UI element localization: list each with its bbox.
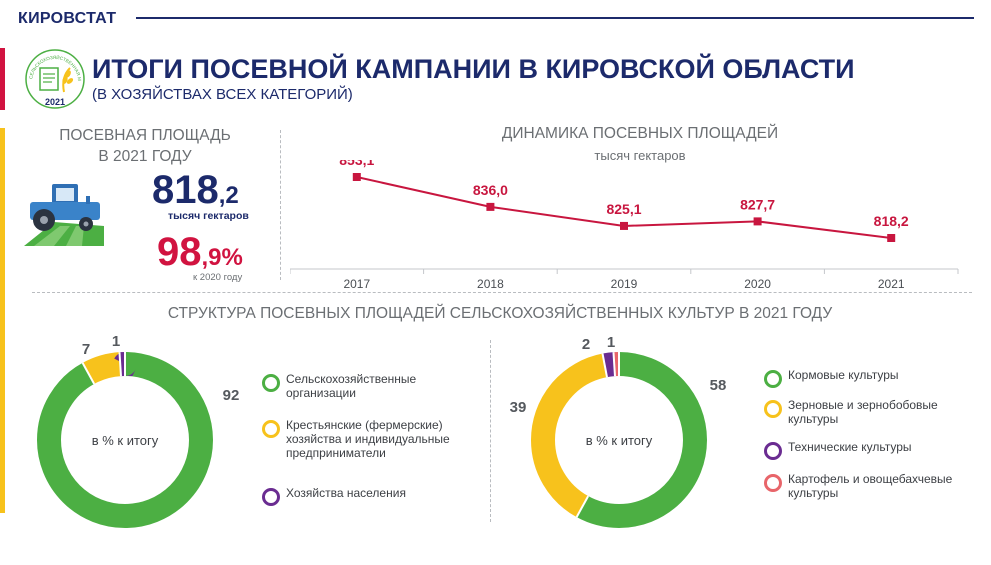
data-point bbox=[620, 221, 628, 230]
page-subtitle: (В ХОЗЯЙСТВАХ ВСЕХ КАТЕГОРИЙ) bbox=[92, 86, 353, 103]
legend-farm-categories: Сельскохозяйственные организации Крестьянс… bbox=[262, 370, 487, 520]
legend-label-line: хозяйства и индивидуальные bbox=[286, 432, 450, 446]
tractor-icon bbox=[24, 184, 104, 246]
slice-value-label: 1 bbox=[607, 334, 615, 351]
area-unit: тысяч гектаров bbox=[168, 210, 249, 222]
slice-separator bbox=[612, 352, 616, 377]
line-chart-subtitle: тысяч гектаров bbox=[594, 148, 686, 163]
legend-label-line: Технические культуры bbox=[788, 440, 912, 454]
x-tick-label: 2017 bbox=[343, 277, 370, 290]
area-percent-int: 98 bbox=[157, 230, 202, 274]
legend-label: Крестьянские (фермерские) хозяйства и инд… bbox=[286, 418, 450, 460]
logo-document bbox=[39, 67, 59, 91]
legend-crops: Кормовые культуры Зерновые и зернобобовые… bbox=[764, 366, 984, 516]
area-percent: 98,9% bbox=[157, 230, 243, 280]
line-chart-title: ДИНАМИКА ПОСЕВНЫХ ПЛОЩАДЕЙ bbox=[501, 125, 779, 142]
legend-label: Картофель и овощебахчевые культуры bbox=[788, 472, 952, 500]
area-percent-frac: ,9% bbox=[201, 244, 243, 271]
legend-marker bbox=[262, 420, 280, 438]
legend-marker bbox=[262, 488, 280, 506]
area-value-int: 818 bbox=[152, 168, 219, 212]
donut-slice bbox=[531, 352, 707, 528]
section-divider-vertical bbox=[280, 130, 281, 280]
legend-label-line: Кормовые культуры bbox=[788, 368, 899, 382]
legend-label: Технические культуры bbox=[788, 440, 912, 454]
data-label: 836,0 bbox=[473, 182, 508, 198]
x-tick-label: 2020 bbox=[744, 277, 771, 290]
data-label: 825,1 bbox=[606, 201, 641, 217]
legend-label: Сельскохозяйственные организации bbox=[286, 372, 416, 400]
legend-label-line: Зерновые и зернобобовые bbox=[788, 398, 938, 412]
slice-value-label: 2 bbox=[582, 336, 590, 353]
section-divider-horizontal bbox=[32, 292, 972, 293]
legend-label-line: Крестьянские (фермерские) bbox=[286, 418, 443, 432]
legend-label-line: Сельскохозяйственные bbox=[286, 372, 417, 386]
donut-center-label: в % к итогу bbox=[92, 433, 159, 448]
data-point bbox=[352, 173, 361, 181]
legend-label: Хозяйства населения bbox=[286, 486, 406, 500]
slice-separator bbox=[81, 362, 96, 385]
census-logo: СЕЛЬСКОХОЗЯЙСТВЕННАЯ МИКРОПЕРЕПИСЬ 2021 bbox=[24, 48, 85, 109]
line-chart: 853,1 2017 836,0 2018 825,1 2019 827,7 2020 818,… bbox=[290, 160, 959, 290]
slice-value-label: 7 bbox=[82, 341, 90, 358]
area-value: 818,2 bbox=[152, 168, 239, 218]
data-point bbox=[887, 234, 896, 242]
page-title: ИТОГИ ПОСЕВНОЙ КАМПАНИИ В КИРОВСКОЙ ОБЛА… bbox=[92, 54, 855, 84]
area-title-line1: ПОСЕВНАЯ ПЛОЩАДЬ bbox=[59, 127, 231, 144]
slice-value-label: 58 bbox=[710, 377, 727, 394]
legend-marker bbox=[262, 374, 280, 392]
x-tick-label: 2018 bbox=[477, 277, 504, 290]
legend-label-line: Картофель и овощебахчевые bbox=[788, 472, 953, 486]
area-title-line2: В 2021 ГОДУ bbox=[98, 148, 192, 165]
data-label: 818,2 bbox=[874, 213, 909, 229]
donut-divider bbox=[490, 340, 491, 522]
structure-title: СТРУКТУРА ПОСЕВНЫХ ПЛОЩАДЕЙ СЕЛЬСКОХОЗЯЙ… bbox=[167, 305, 833, 322]
slice-separator bbox=[118, 352, 122, 377]
data-point bbox=[486, 202, 495, 211]
legend-marker bbox=[764, 370, 782, 388]
legend-label-line: культуры bbox=[788, 486, 839, 500]
slice-value-label: 39 bbox=[510, 399, 527, 416]
slice-value-label: 1 bbox=[112, 333, 120, 350]
x-tick-label: 2021 bbox=[878, 277, 905, 290]
data-label: 853,1 bbox=[339, 160, 374, 168]
accent-bar-yellow bbox=[0, 128, 5, 513]
data-point bbox=[753, 217, 762, 226]
data-label: 827,7 bbox=[740, 196, 775, 212]
donut-chart-farm-categories: в % к итогу 92 7 1 bbox=[37, 333, 240, 528]
accent-bar-red bbox=[0, 48, 5, 110]
slice-separator bbox=[575, 495, 590, 518]
legend-label-line: предприниматели bbox=[286, 446, 386, 460]
slice-separator bbox=[601, 353, 608, 378]
legend-label: Кормовые культуры bbox=[788, 368, 899, 382]
legend-label-line: Хозяйства населения bbox=[286, 486, 406, 500]
area-value-frac: ,2 bbox=[218, 182, 239, 209]
brand-name: КИРОВСТАТ bbox=[18, 10, 117, 27]
area-title: ПОСЕВНАЯ ПЛОЩАДЬ В 2021 ГОДУ bbox=[30, 125, 260, 167]
legend-marker bbox=[764, 400, 782, 418]
slice-value-label: 92 bbox=[223, 387, 240, 404]
logo-year: 2021 bbox=[45, 97, 65, 107]
legend-label: Зерновые и зернобобовые культуры bbox=[788, 398, 938, 426]
legend-label-line: организации bbox=[286, 386, 356, 400]
donut-center-label: в % к итогу bbox=[586, 433, 653, 448]
legend-marker bbox=[764, 474, 782, 492]
donut-chart-crops: в % к итогу 58 39 2 1 bbox=[510, 334, 727, 528]
header-divider bbox=[136, 17, 974, 19]
legend-marker bbox=[764, 442, 782, 460]
legend-label-line: культуры bbox=[788, 412, 839, 426]
x-tick-label: 2019 bbox=[611, 277, 638, 290]
area-percent-note: к 2020 году bbox=[193, 272, 243, 283]
